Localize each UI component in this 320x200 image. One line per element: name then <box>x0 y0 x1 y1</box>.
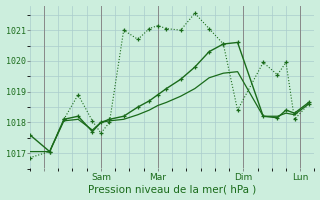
X-axis label: Pression niveau de la mer( hPa ): Pression niveau de la mer( hPa ) <box>88 184 256 194</box>
